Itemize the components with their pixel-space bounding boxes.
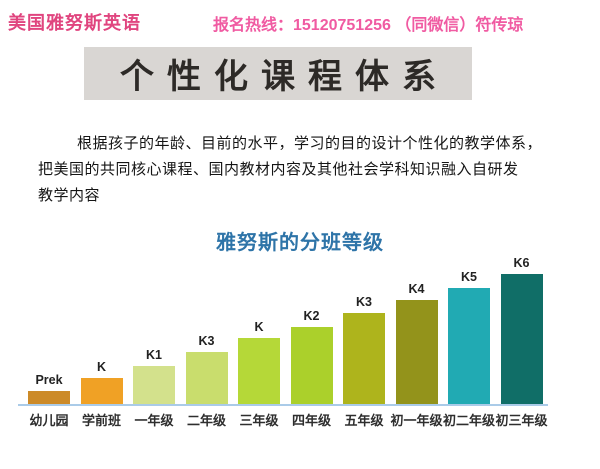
- intro-line: 根据孩子的年龄、目前的水平，学习的目的设计个性化的教学体系，: [77, 135, 543, 152]
- bar-value-label: K5: [461, 270, 477, 284]
- bar-category-label: 四年级: [291, 413, 331, 428]
- bar: [185, 352, 228, 404]
- bar-value-label: K1: [146, 348, 162, 362]
- bar-column: K4: [395, 282, 438, 404]
- bar-value-label: K6: [513, 256, 530, 270]
- bar: [290, 327, 333, 404]
- bar: [238, 338, 280, 404]
- bar-value-label: K4: [408, 282, 425, 296]
- bar-value-label: K3: [198, 334, 215, 348]
- bar-column: K3: [343, 295, 385, 404]
- bar-category-label: 三年级: [239, 413, 279, 428]
- bar-column: K5: [448, 270, 490, 404]
- bar-category-label: 二年级: [186, 413, 226, 428]
- bar-column: Prek: [28, 373, 70, 404]
- bar-category-label: 学前班: [81, 413, 121, 428]
- bar-category-label: 初二年级: [442, 413, 495, 428]
- section-banner: 个性化课程体系: [84, 47, 472, 100]
- bar-column: K3: [185, 334, 228, 404]
- bar-column: K: [80, 360, 123, 404]
- bar-value-label: K: [96, 360, 107, 374]
- bar: [80, 378, 123, 404]
- bar: [448, 288, 490, 404]
- bar-value-label: K2: [303, 309, 320, 323]
- banner-title: 个性化课程体系: [120, 58, 449, 96]
- chart-title: 雅努斯的分班等级: [216, 232, 384, 254]
- bar-value-label: Prek: [35, 373, 63, 387]
- bar-value-label: K3: [356, 295, 372, 309]
- bar: [133, 366, 175, 404]
- intro-line: 把美国的共同核心课程、国内教材内容及其他社会学科知识融入自研发: [38, 161, 519, 178]
- bar-category-label: 五年级: [344, 413, 384, 428]
- bar: [500, 274, 543, 404]
- bar-value-label: K: [254, 320, 264, 334]
- bar-chart: Prek K K1 K3 K K2 K3 K4 K5 K6: [28, 256, 552, 404]
- bar: [395, 300, 438, 404]
- bar-category-label: 一年级: [134, 413, 174, 428]
- intro-line: 教学内容: [38, 187, 101, 204]
- bar-column: K: [238, 320, 280, 404]
- bar-category-label: 初一年级: [390, 413, 443, 428]
- intro-paragraph: 根据孩子的年龄、目前的水平，学习的目的设计个性化的教学体系， 把美国的共同核心课…: [38, 131, 554, 209]
- chart-categories: 幼儿园 学前班 一年级 二年级 三年级 四年级 五年级 初一年级 初二年级 初三年级: [28, 410, 568, 428]
- bar-column: K1: [133, 348, 175, 404]
- chart-baseline: [18, 404, 548, 406]
- brand-title: 美国雅努斯英语: [8, 13, 141, 33]
- bar-category-label: 初三年级: [495, 413, 548, 428]
- bar-category-label: 幼儿园: [29, 413, 69, 428]
- bar-column: K2: [290, 309, 333, 404]
- bar: [343, 313, 385, 404]
- bar-column: K6: [500, 256, 543, 404]
- bar: [28, 391, 70, 404]
- hotline-text: 报名热线：15120751256 （同微信）符传琼: [213, 17, 524, 34]
